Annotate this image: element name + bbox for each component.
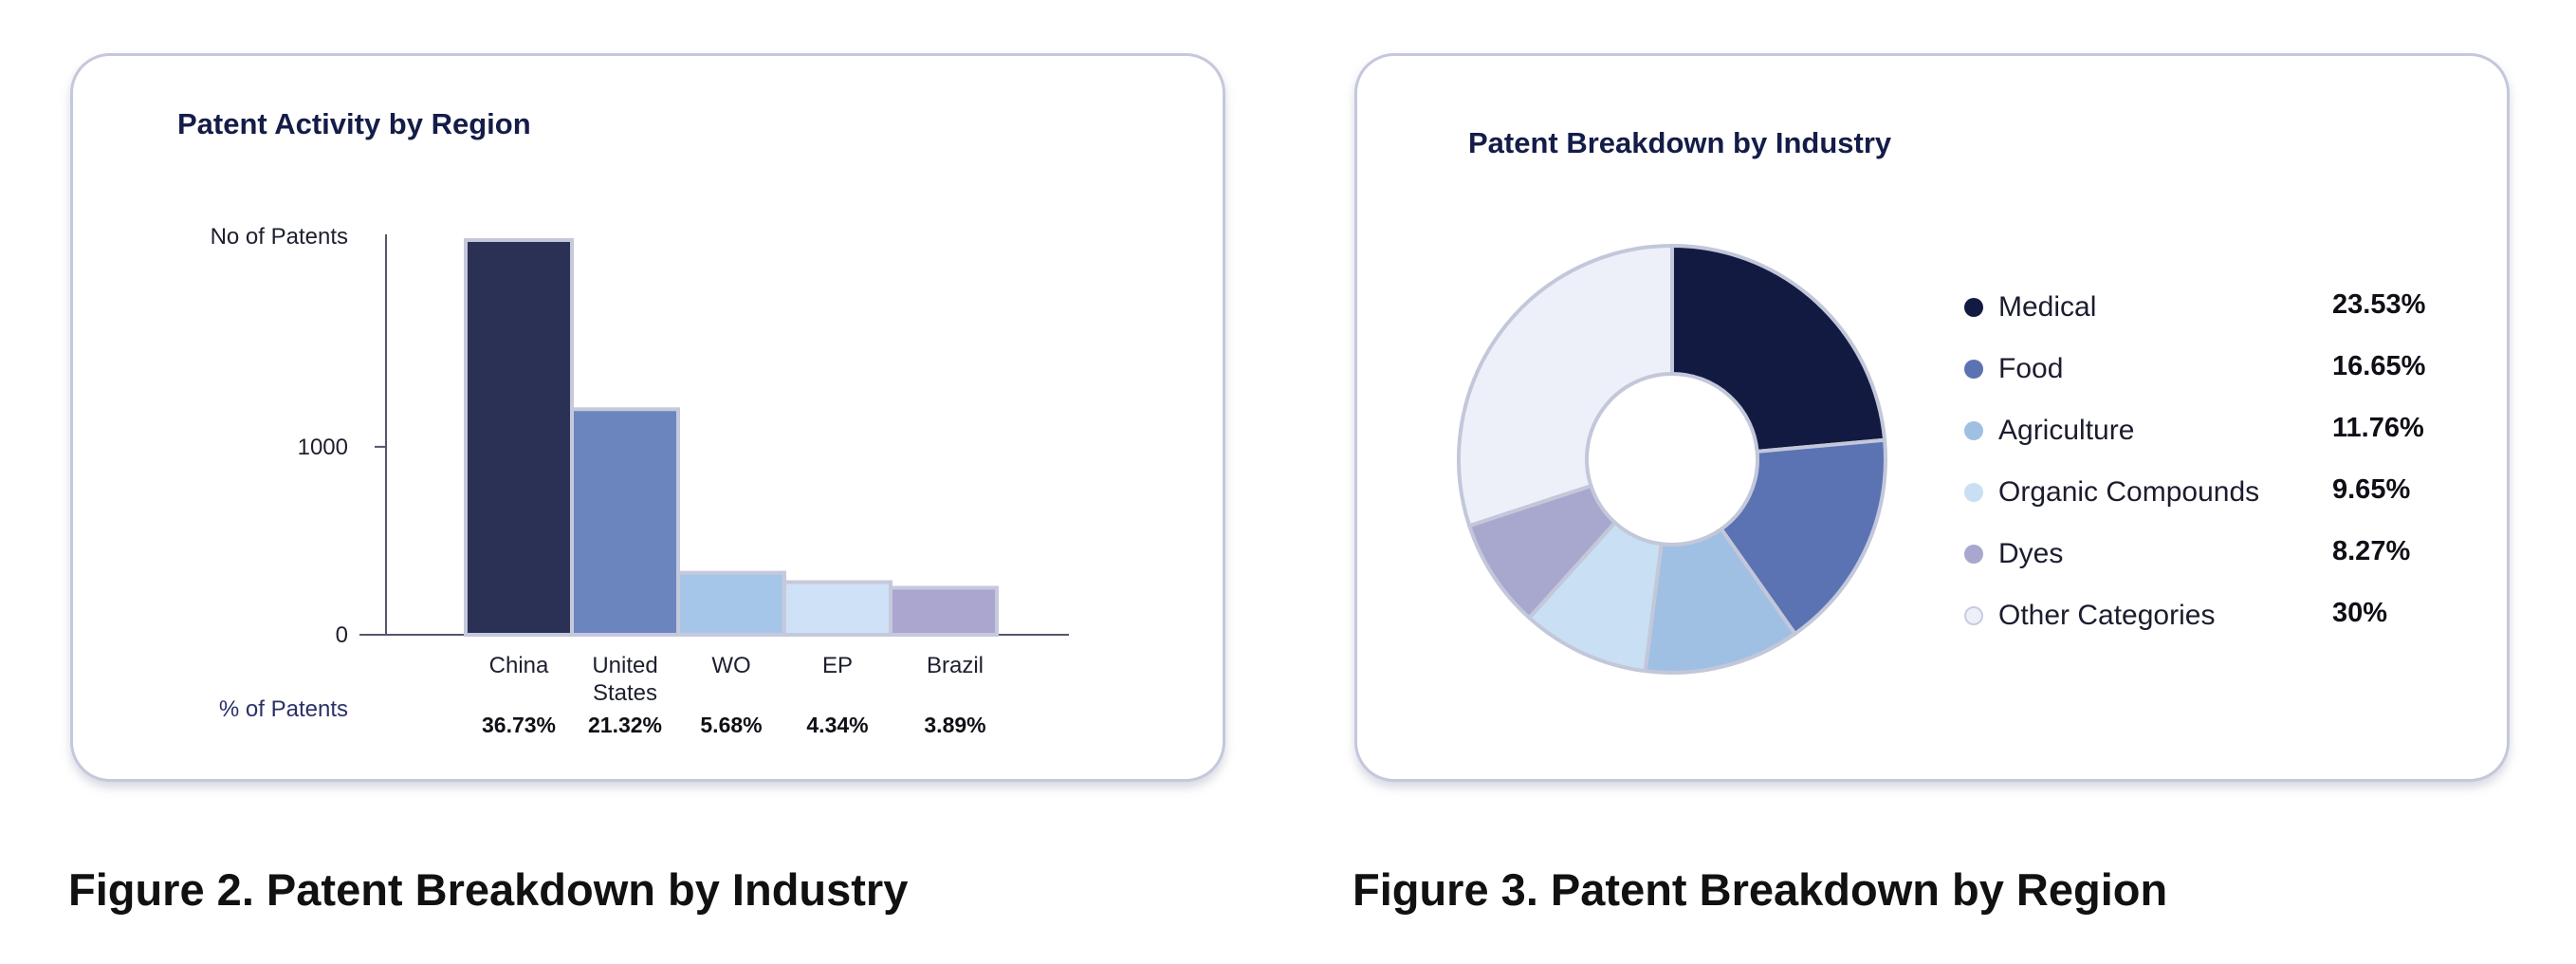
x-tick-label-ep: EP [822, 653, 853, 678]
legend-item-food: Food 16.65% [1964, 351, 2495, 389]
bar-wo [676, 570, 786, 638]
legend-value: 8.27% [2332, 536, 2411, 566]
x-tick-label-united-states: United [592, 653, 657, 678]
x-tick-label-china: China [489, 653, 549, 678]
percent-label-united-states: 21.32% [588, 713, 662, 737]
legend-value: 9.65% [2332, 474, 2411, 505]
industry-donut-chart [1457, 244, 1887, 675]
industry-chart-card: Patent Breakdown by Industry Medical 23.5… [1354, 53, 2510, 782]
figure-3-caption: Figure 3. Patent Breakdown by Region [1352, 864, 2168, 915]
legend-value: 11.76% [2332, 413, 2424, 443]
percent-label-wo: 5.68% [700, 713, 762, 737]
bar-china [464, 238, 574, 637]
legend-item-dyes: Dyes 8.27% [1964, 536, 2495, 574]
bar-united-states [570, 407, 680, 637]
legend-value: 30% [2332, 598, 2388, 628]
legend-item-other-categories: Other Categories 30% [1964, 598, 2495, 636]
legend-label: Food [1998, 353, 2064, 384]
legend-item-agriculture: Agriculture 11.76% [1964, 413, 2495, 451]
legend-swatch [1964, 421, 1983, 440]
legend-label: Organic Compounds [1998, 476, 2260, 508]
legend-value: 16.65% [2332, 351, 2426, 381]
x-tick-label-wo: WO [711, 653, 750, 678]
figure-2-caption: Figure 2. Patent Breakdown by Industry [68, 864, 909, 915]
percent-label-brazil: 3.89% [924, 713, 985, 737]
industry-chart-title: Patent Breakdown by Industry [1468, 126, 1892, 159]
slice-agriculture [1643, 527, 1797, 675]
legend-swatch [1964, 298, 1983, 317]
legend-value: 23.53% [2332, 289, 2426, 320]
y-tick-label: 0 [336, 622, 348, 648]
y-axis-label: No of Patents [211, 224, 348, 250]
region-chart-title: Patent Activity by Region [177, 107, 531, 140]
legend-item-organic-compounds: Organic Compounds 9.65% [1964, 474, 2495, 512]
region-bar-chart: No of Patents 0 1000 China 36.73% UnitedState… [211, 224, 1069, 737]
legend-label: Medical [1998, 291, 2097, 323]
legend-swatch [1964, 360, 1983, 379]
legend-swatch [1964, 483, 1983, 502]
legend-swatch [1964, 545, 1983, 564]
region-chart-card: Patent Activity by Region No of Patents 0… [70, 53, 1225, 782]
slice-medical [1670, 244, 1887, 454]
legend-label: Agriculture [1998, 415, 2135, 446]
legend-swatch [1964, 606, 1983, 625]
slice-other-categories [1457, 244, 1674, 528]
legend-item-medical: Medical 23.53% [1964, 289, 2495, 327]
x-tick-label-brazil: Brazil [927, 653, 984, 678]
x-tick-label-united-states: States [593, 680, 657, 706]
percent-row-label: % of Patents [219, 696, 348, 722]
legend-label: Dyes [1998, 538, 2064, 569]
bar-brazil [889, 585, 999, 638]
y-tick-label: 1000 [298, 435, 348, 460]
percent-label-china: 36.73% [482, 713, 556, 737]
bar-ep [782, 580, 892, 637]
percent-label-ep: 4.34% [806, 713, 868, 737]
legend-label: Other Categories [1998, 600, 2216, 631]
